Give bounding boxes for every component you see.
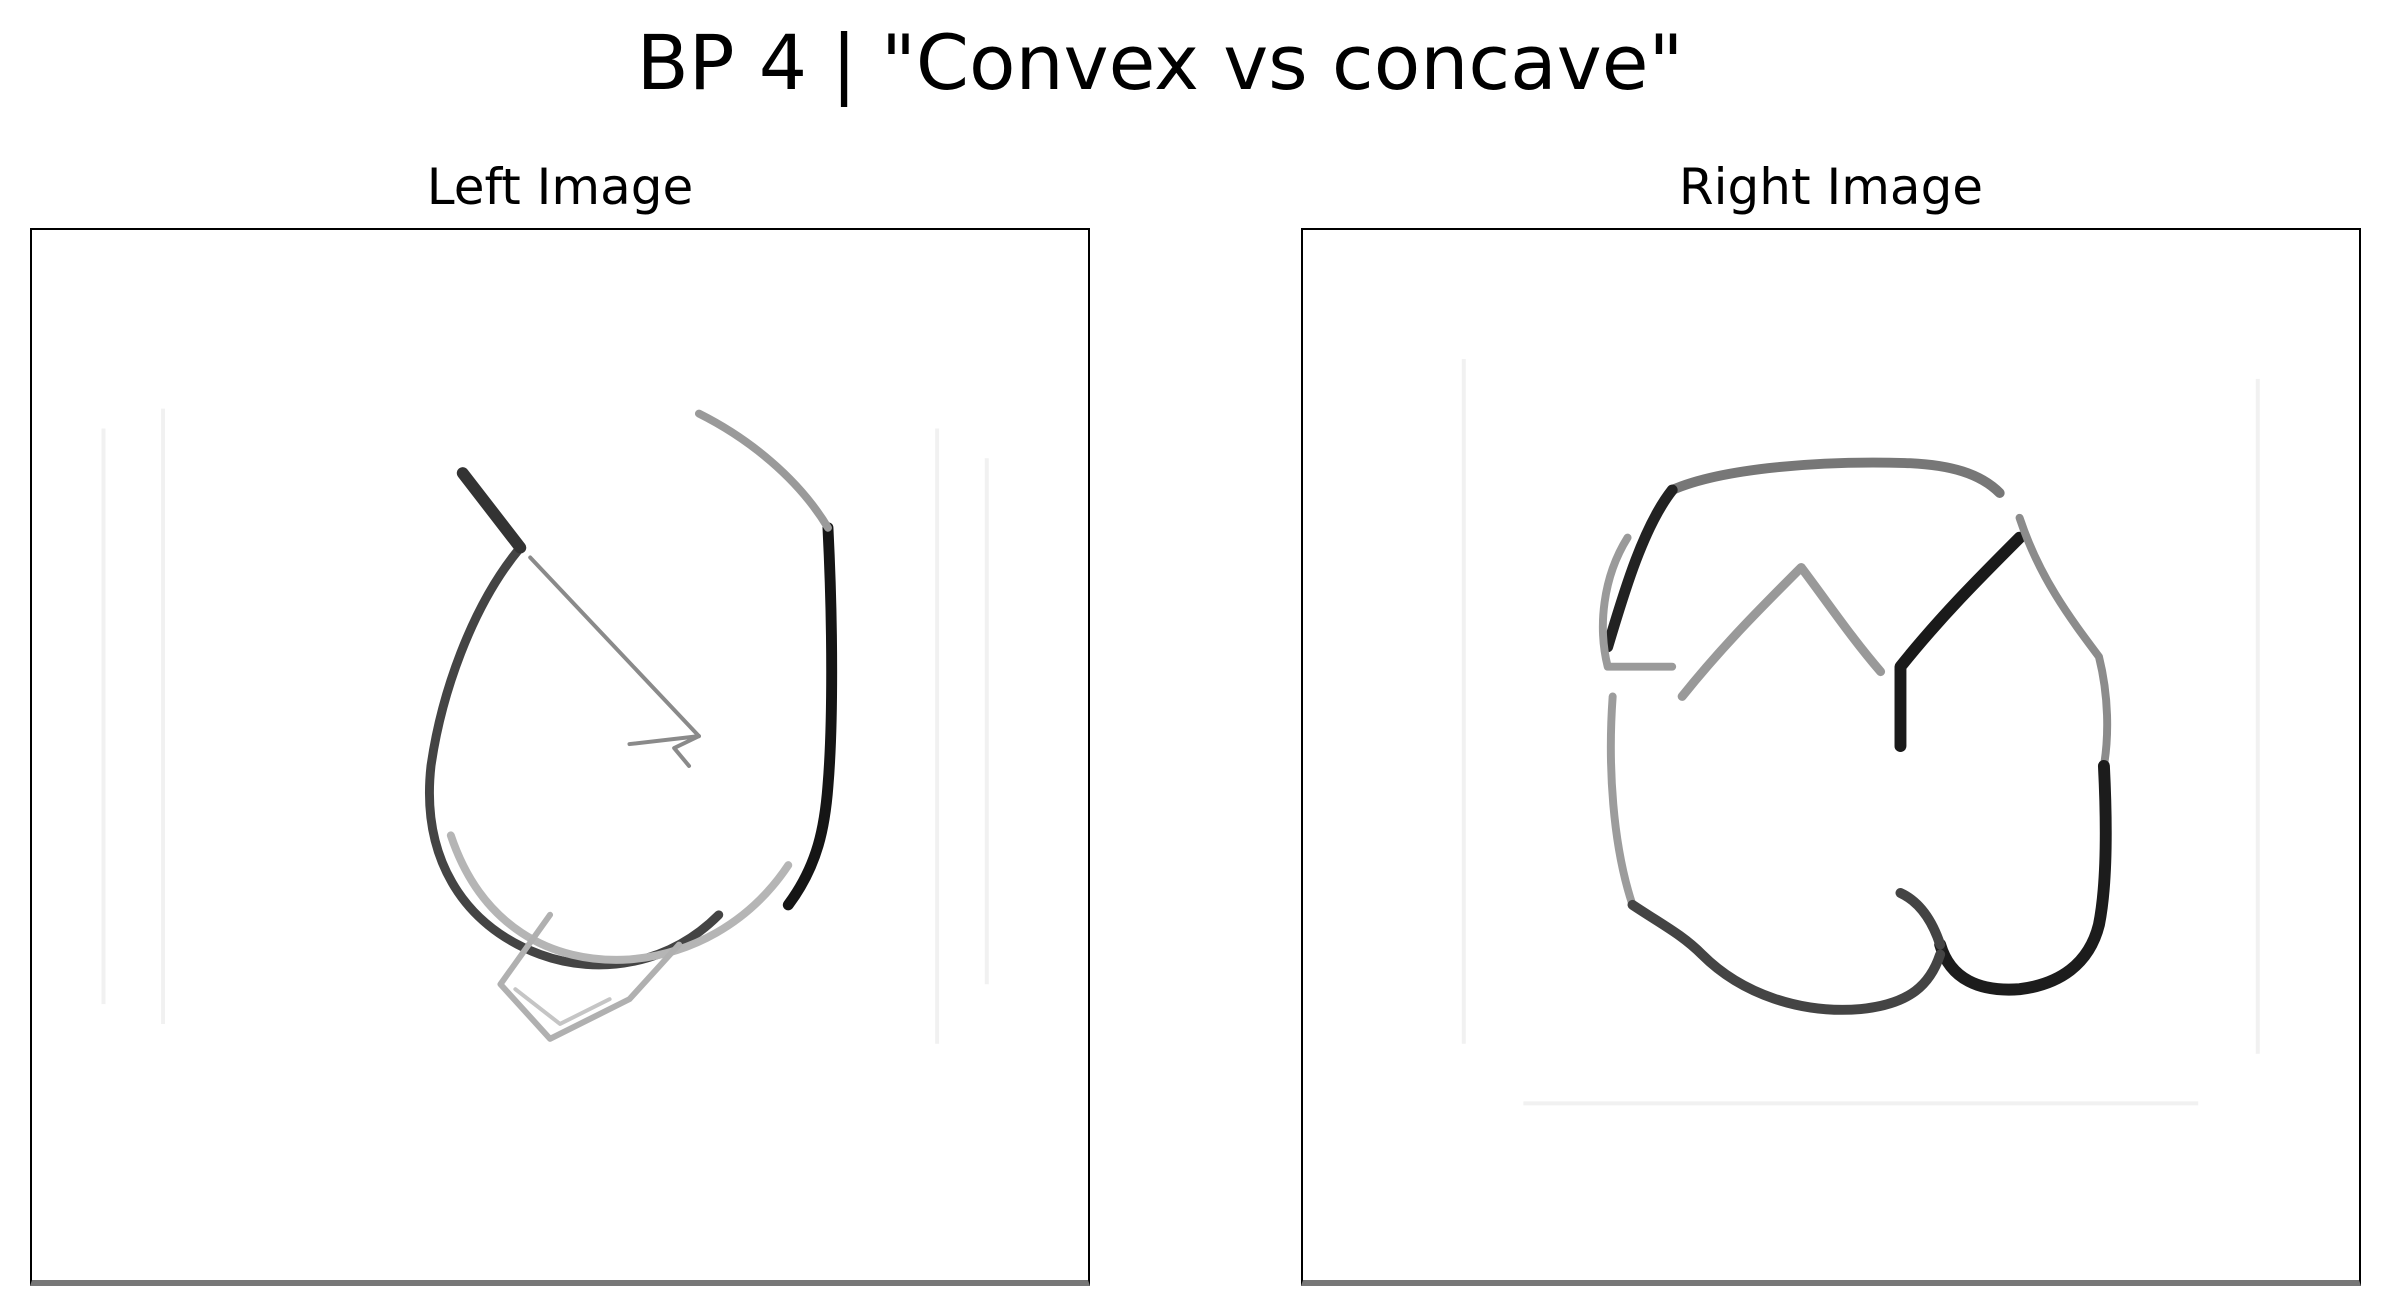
left-sketch — [101, 408, 989, 1044]
left-loop-top-arc — [694, 409, 832, 532]
left-loop-arc-left — [425, 543, 724, 970]
right-sketch — [1461, 359, 2260, 1106]
left-inner-arrowhead — [627, 734, 701, 768]
right-left-bump — [1598, 533, 1677, 671]
right-top-edge — [1667, 457, 2005, 498]
left-loop-right-side — [782, 522, 838, 911]
right-panel-title: Right Image — [1678, 158, 1984, 216]
right-left-upper — [1602, 484, 1678, 653]
right-inner-zigzag-light — [1677, 562, 1886, 701]
left-inner-diagonal — [528, 555, 701, 739]
left-bottom-appendix-inner — [513, 987, 612, 1026]
right-lower-notch — [1895, 887, 1946, 950]
left-faint-texture — [101, 408, 989, 1044]
left-panel-title: Left Image — [426, 158, 694, 216]
right-right-upper — [2015, 513, 2112, 770]
right-faint-texture — [1461, 359, 2260, 1106]
right-inner-zigzag-dark — [1894, 531, 2026, 753]
left-image-panel — [30, 228, 1090, 1286]
left-bottom-appendix — [497, 911, 683, 1042]
right-image-panel — [1301, 228, 2361, 1286]
right-left-lower — [1606, 692, 1637, 909]
right-bottom-edge — [1627, 899, 1946, 1015]
left-loop-arc-bottom-light — [446, 831, 793, 964]
right-right-lower — [1934, 759, 2112, 996]
figure-title: BP 4 | "Convex vs concave" — [636, 18, 1684, 107]
left-hook — [456, 467, 527, 554]
